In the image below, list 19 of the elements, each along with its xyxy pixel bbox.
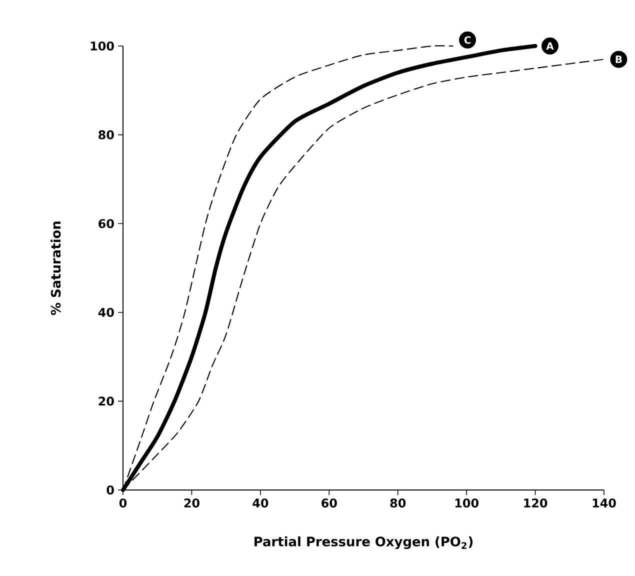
y-tick-label: 80	[98, 130, 114, 140]
x-tick-label: 40	[252, 498, 268, 508]
y-tick-label: 40	[98, 308, 114, 317]
x-tick-label: 0	[119, 498, 127, 508]
x-tick-label: 140	[592, 498, 616, 508]
y-tick-label: 60	[98, 219, 114, 228]
series-label: B	[616, 56, 622, 63]
x-tick-label: 20	[184, 498, 200, 508]
x-axis-title: Partial Pressure Oxygen (PO$_{2}$)	[254, 536, 473, 550]
x-tick-label: 80	[390, 498, 406, 508]
x-tick-label: 100	[455, 498, 478, 508]
y-tick-label: 20	[98, 396, 114, 406]
y-tick-label: 0	[106, 485, 114, 495]
y-tick-label: 100	[90, 41, 114, 51]
y-axis-title: % Saturation	[50, 222, 61, 315]
x-tick-label: 60	[322, 498, 337, 508]
series-label: A	[546, 42, 554, 50]
series-label: C	[464, 36, 471, 44]
x-tick-label: 120	[524, 498, 548, 508]
